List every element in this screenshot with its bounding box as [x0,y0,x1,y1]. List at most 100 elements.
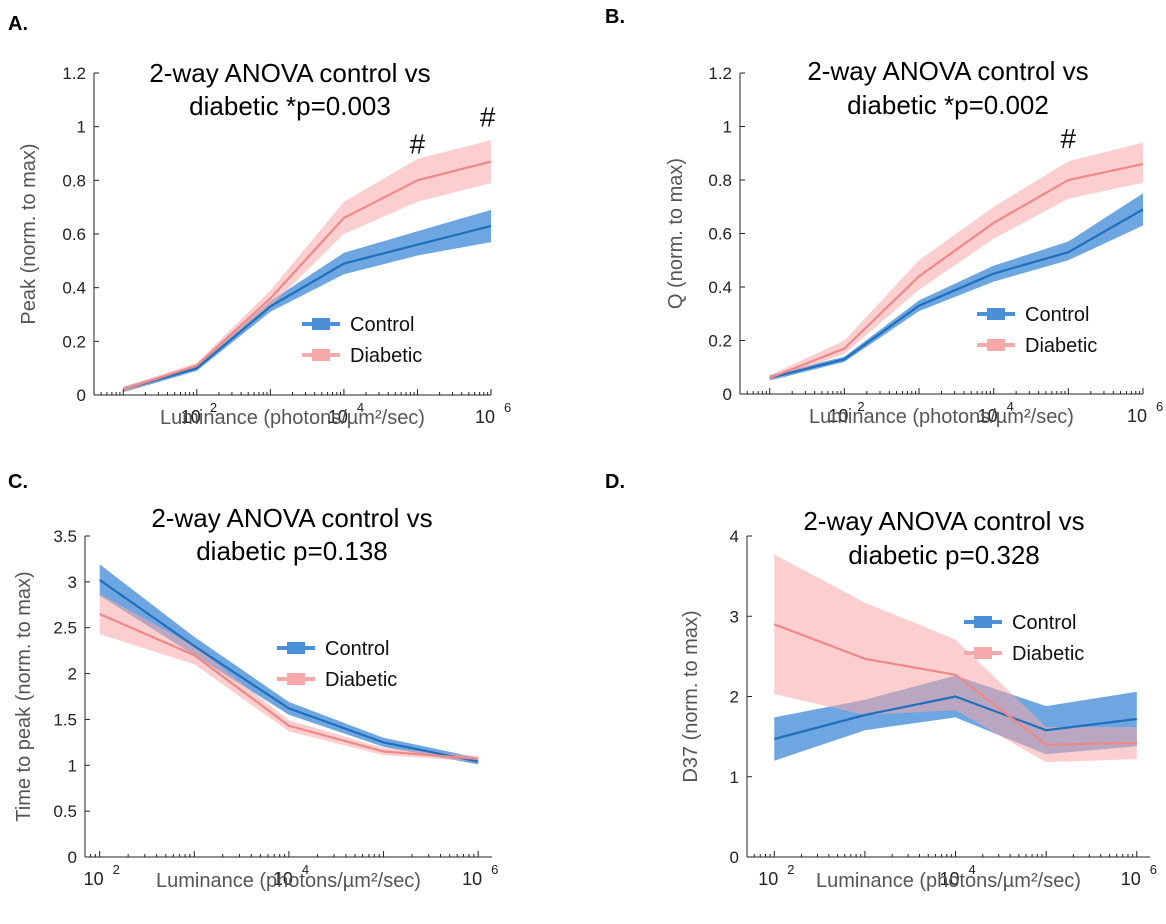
confidence-band-diabetic [774,554,1137,763]
y-tick-label: 0.4 [62,279,86,298]
legend-item-control: Control [277,638,389,660]
significance-marker: # [480,102,496,133]
y-tick-label: 3 [730,607,739,626]
y-axis-label: Peak (norm. to max) [18,143,40,324]
panel-label: B. [605,6,625,28]
x-axis-label: Luminance (photons/µm²/sec) [809,406,1074,428]
legend-label: Diabetic [1012,643,1084,665]
significance-marker: # [1061,123,1077,154]
x-tick-exponent: 2 [787,862,794,877]
legend-label: Control [1025,304,1089,326]
y-tick-label: 1.2 [708,64,732,83]
series-line-control [774,695,1137,741]
confidence-band-control [123,209,492,393]
x-tick-exponent: 6 [491,862,498,877]
series-line-diabetic [122,160,492,391]
legend-label: Diabetic [1025,335,1097,357]
panel-d: D. 2-way ANOVA control vs diabetic p=0.328… [605,471,1157,892]
y-tick-label: 2 [68,665,77,684]
x-tick-label: 10 [828,406,848,426]
x-tick-exponent: 6 [1156,399,1163,414]
chart-title-line: 2-way ANOVA control vs [149,58,430,88]
y-tick-label: 2 [730,688,739,707]
y-tick-label: 0.5 [53,802,77,821]
legend-label: Diabetic [325,669,397,691]
confidence-band-diabetic [769,142,1143,381]
y-axis-label: Q (norm. to max) [665,158,687,309]
panel-label: A. [8,13,28,35]
y-tick-label: 0 [723,385,732,404]
panel-label: C. [8,471,28,493]
x-tick-exponent: 4 [1007,399,1014,414]
y-axis-label: D37 (norm. to max) [680,610,702,782]
x-tick-label: 10 [475,407,495,427]
legend-item-control: Control [977,304,1089,326]
y-tick-label: 1 [723,118,732,137]
legend-swatch-box [974,647,992,659]
x-tick-exponent: 2 [857,399,864,414]
legend-swatch-box [987,308,1005,320]
x-tick-label: 10 [273,869,293,889]
legend-swatch-box [312,349,330,361]
series-line-diabetic [773,623,1137,746]
confidence-band-diabetic [123,140,492,393]
y-tick-label: 2.5 [53,619,77,638]
legend-label: Control [350,314,414,336]
legend-swatch-box [287,642,305,654]
x-tick-label: 10 [1127,406,1147,426]
y-tick-label: 0.8 [62,171,86,190]
confidence-band-control [769,193,1143,381]
confidence-band-diabetic [99,593,479,762]
y-tick-label: 1 [68,756,77,775]
x-axis-label: Luminance (photons/µm²/sec) [816,870,1081,892]
x-tick-exponent: 4 [302,862,309,877]
x-tick-label: 10 [181,407,201,427]
x-tick-exponent: 6 [1150,862,1157,877]
legend-swatch-box [974,616,992,628]
y-tick-label: 0.2 [708,332,732,351]
series-line-control [122,224,492,391]
legend-item-diabetic: Diabetic [977,335,1097,357]
y-tick-label: 1.2 [62,64,86,83]
chart-title-line: diabetic *p=0.002 [847,90,1049,120]
x-axis-label: Luminance (photons/µm²/sec) [156,870,421,892]
y-tick-label: 1 [730,768,739,787]
legend-swatch-box [287,673,305,685]
x-axis-label: Luminance (photons/µm²/sec) [160,407,425,429]
legend-label: Diabetic [350,345,422,367]
y-tick-label: 0 [77,386,86,405]
panel-b: B. 2-way ANOVA control vs diabetic *p=0.00… [605,6,1163,428]
x-tick-exponent: 2 [113,862,120,877]
legend-label: Control [1012,612,1076,634]
chart-title-line: 2-way ANOVA control vs [151,503,432,533]
legend-swatch-box [987,339,1005,351]
legend-swatch-box [312,318,330,330]
y-tick-label: 0.2 [62,332,86,351]
chart-title-line: 2-way ANOVA control vs [803,506,1084,536]
x-tick-label: 10 [462,869,482,889]
chart-title-line: 2-way ANOVA control vs [807,56,1088,86]
y-tick-label: 0.8 [708,171,732,190]
x-tick-label: 10 [940,869,960,889]
x-tick-exponent: 4 [969,862,976,877]
series-line-control [769,208,1144,379]
confidence-band-control [99,564,479,765]
x-tick-label: 10 [328,407,348,427]
y-tick-label: 0 [730,848,739,867]
y-tick-label: 1.5 [53,710,77,729]
legend-label: Control [325,638,389,660]
chart-title-line: diabetic p=0.138 [196,536,388,566]
x-tick-label: 10 [978,406,998,426]
x-tick-exponent: 2 [210,400,217,415]
legend-item-control: Control [964,612,1076,634]
x-tick-label: 10 [758,869,778,889]
panel-label: D. [605,471,625,493]
legend-item-diabetic: Diabetic [277,669,397,691]
series-line-control [99,579,479,763]
chart-title-line: diabetic p=0.328 [848,540,1040,570]
significance-marker: # [410,129,426,160]
y-tick-label: 0.6 [708,225,732,244]
